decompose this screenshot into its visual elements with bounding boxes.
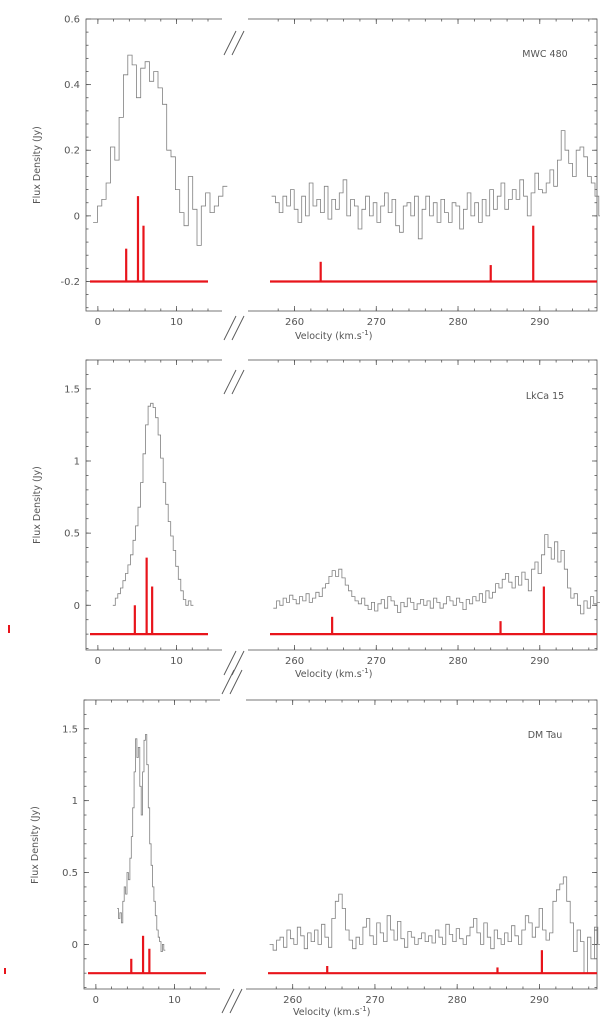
axis-break-gap (222, 642, 248, 658)
x-tick-label: 10 (168, 995, 181, 1006)
mwc480-spectrum (93, 54, 600, 246)
y-tick-label: 0.6 (64, 15, 80, 26)
mwc480-source-label: MWC 480 (522, 49, 567, 60)
x-tick-label: 270 (365, 995, 384, 1006)
dmtau-axis-break (220, 669, 246, 1014)
lkca15-source-label: LkCa 15 (526, 391, 564, 402)
x-tick-label: 0 (95, 656, 101, 667)
axis-break-slash (231, 369, 245, 395)
x-tick-label: 260 (283, 995, 302, 1006)
x-tick-label: 0 (93, 995, 99, 1006)
mwc480-plot-frame (85, 18, 598, 312)
x-tick-label: 270 (367, 656, 386, 667)
dmtau-y-tick-labels: 0 0.5 1 1.5 (62, 724, 78, 951)
mwc480-panel: -0.2 0 0.2 0.4 0.6 0 10 260 270 280 290 MWC 480 F… (32, 11, 600, 342)
y-tick-label: 0.4 (64, 80, 80, 91)
spectrum-trace (269, 876, 600, 974)
mwc480-x-axis-label: Velocity (km.s-1) (295, 329, 372, 342)
left-edge-red-mark (4, 968, 6, 974)
axis-break-gap (220, 692, 246, 708)
lkca15-spectrum (112, 402, 600, 615)
axis-break-slash (223, 315, 237, 341)
x-tick-label: 290 (530, 995, 549, 1006)
spectrum-trace (271, 130, 600, 240)
x-tick-label: 280 (448, 317, 467, 328)
x-tick-label: 0 (95, 317, 101, 328)
dmtau-spectrum (117, 734, 600, 974)
x-tick-label: 260 (285, 317, 304, 328)
axis-break-slash (223, 650, 237, 676)
mwc480-line-markers (90, 196, 597, 283)
lkca15-x-axis-label: Velocity (km.s-1) (295, 667, 372, 680)
axis-break-slash (223, 30, 237, 56)
x-tick-label: 10 (170, 656, 183, 667)
lkca15-line-markers (90, 557, 597, 636)
axis-break-slash (221, 988, 235, 1014)
lkca15-plot-frame (85, 359, 598, 651)
x-tick-label: 290 (530, 317, 549, 328)
dmtau-plot-frame (83, 699, 598, 990)
mwc480-ticks (86, 18, 597, 311)
axis-break-slash (231, 30, 245, 56)
axis-break-gap (222, 303, 248, 319)
spectrum-trace (273, 534, 600, 615)
y-tick-label: 1.5 (64, 384, 80, 395)
y-tick-label: 1 (74, 456, 80, 467)
mwc480-x-tick-labels: 0 10 260 270 280 290 (95, 317, 550, 328)
x-tick-label: 10 (170, 317, 183, 328)
dmtau-source-label: DM Tau (528, 730, 563, 741)
y-tick-label: 0 (74, 601, 80, 612)
lkca15-y-tick-labels: 0 0.5 1 1.5 (64, 384, 80, 611)
spectrum-trace (112, 402, 194, 606)
y-tick-label: -0.2 (60, 277, 80, 288)
y-tick-label: 0.2 (64, 146, 80, 157)
y-tick-label: 0 (72, 940, 78, 951)
axis-break-gap (222, 352, 248, 368)
x-tick-label: 280 (448, 656, 467, 667)
lkca15-y-axis-label: Flux Density (Jy) (32, 466, 43, 544)
dmtau-y-axis-label: Flux Density (Jy) (30, 806, 41, 884)
lkca15-ticks (86, 359, 597, 650)
y-tick-label: 0.5 (62, 868, 78, 879)
axis-break-slash (231, 315, 245, 341)
mwc480-axis-break (222, 11, 248, 341)
x-tick-label: 290 (530, 656, 549, 667)
axis-break-gap (220, 981, 246, 997)
y-tick-label: 1 (72, 796, 78, 807)
mwc480-y-axis-label: Flux Density (Jy) (32, 126, 43, 204)
x-tick-label: 280 (448, 995, 467, 1006)
dmtau-x-tick-labels: 0 10 260 270 280 290 (93, 995, 549, 1006)
lkca15-x-tick-labels: 0 10 260 270 280 290 (95, 656, 550, 667)
dmtau-line-markers (88, 935, 597, 975)
axis-break-slash (221, 669, 235, 695)
dmtau-panel: 0 0.5 1 1.5 0 10 260 270 280 290 DM Tau Flux Den… (30, 669, 600, 1018)
mwc480-y-tick-labels: -0.2 0 0.2 0.4 0.6 (60, 15, 80, 288)
y-tick-label: 0 (74, 211, 80, 222)
dmtau-x-axis-label: Velocity (km.s-1) (293, 1005, 370, 1018)
axis-break-slash (229, 988, 243, 1014)
lkca15-axis-break (222, 352, 248, 676)
lkca15-panel: 0 0.5 1 1.5 0 10 260 270 280 290 LkCa 15 Flux De… (32, 352, 600, 680)
spectrum-trace (93, 54, 228, 246)
x-tick-label: 270 (367, 317, 386, 328)
axis-break-slash (229, 669, 243, 695)
left-edge-red-mark (8, 625, 10, 633)
spectrum-trace (117, 734, 166, 952)
y-tick-label: 0.5 (64, 529, 80, 540)
x-tick-label: 260 (285, 656, 304, 667)
axis-break-gap (222, 11, 248, 27)
y-tick-label: 1.5 (62, 724, 78, 735)
axis-break-slash (223, 369, 237, 395)
